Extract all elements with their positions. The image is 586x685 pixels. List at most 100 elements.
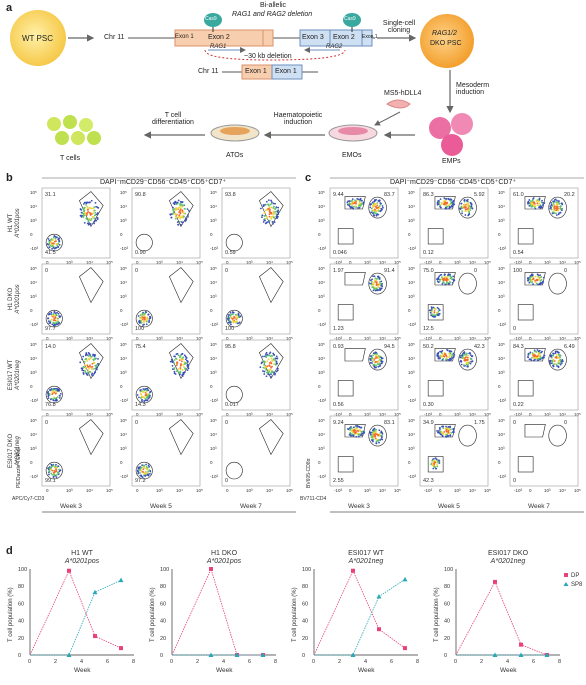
event-dot bbox=[182, 204, 185, 207]
event-dot bbox=[91, 365, 94, 368]
event-dot bbox=[55, 463, 57, 466]
event-dot bbox=[532, 283, 534, 286]
event-dot bbox=[465, 203, 467, 206]
event-dot bbox=[264, 204, 267, 206]
event-dot bbox=[378, 438, 381, 441]
event-dot bbox=[355, 425, 357, 427]
event-dot bbox=[447, 426, 450, 428]
exon2-left: Exon 2 bbox=[208, 34, 230, 41]
event-dot bbox=[432, 467, 435, 470]
x-tick: 10³ bbox=[246, 336, 253, 341]
event-dot bbox=[185, 218, 188, 220]
y-tick: 0 bbox=[18, 653, 21, 659]
gate-value: 99.1 bbox=[45, 478, 56, 484]
event-dot bbox=[277, 211, 280, 214]
event-dot bbox=[459, 356, 462, 359]
event-dot bbox=[538, 202, 541, 205]
event-dot bbox=[88, 219, 90, 221]
event-dot bbox=[91, 368, 93, 370]
event-dot bbox=[470, 360, 473, 363]
dp-gate bbox=[458, 196, 477, 219]
x-tick: 10⁴ bbox=[266, 412, 273, 417]
event-dot bbox=[542, 276, 545, 279]
event-dot bbox=[56, 244, 59, 247]
event-dot bbox=[381, 208, 383, 211]
neg-cloud bbox=[136, 463, 152, 479]
event-dot bbox=[449, 200, 452, 202]
event-dot bbox=[444, 435, 447, 438]
event-dot bbox=[183, 215, 185, 218]
event-dot bbox=[453, 354, 456, 356]
y-tick: 0 bbox=[210, 308, 213, 313]
event-dot bbox=[174, 373, 177, 375]
event-dot bbox=[439, 350, 441, 353]
event-dot bbox=[144, 310, 147, 313]
event-dot bbox=[48, 392, 51, 395]
event-dot bbox=[469, 354, 472, 356]
event-dot bbox=[273, 221, 276, 224]
event-dot bbox=[440, 203, 443, 205]
event-dot bbox=[58, 240, 61, 243]
event-dot bbox=[173, 203, 176, 206]
y-tick: 0 bbox=[30, 384, 33, 389]
y-axis-title: T cell population (%) bbox=[150, 587, 156, 642]
event-dot bbox=[431, 310, 433, 313]
dp-point bbox=[403, 646, 407, 651]
event-dot bbox=[142, 388, 145, 390]
event-dot bbox=[175, 357, 178, 360]
event-dot bbox=[436, 464, 438, 466]
row-label-allele: A*0201pos bbox=[15, 284, 21, 314]
event-dot bbox=[445, 202, 448, 205]
event-dot bbox=[140, 321, 143, 324]
event-dot bbox=[138, 322, 141, 324]
event-dot bbox=[173, 208, 176, 210]
event-dot bbox=[92, 353, 94, 356]
dp-cloud bbox=[260, 199, 280, 225]
event-dot bbox=[428, 309, 431, 312]
x-tick: 10⁴ bbox=[379, 260, 386, 265]
event-dot bbox=[51, 473, 54, 476]
event-dot bbox=[443, 355, 446, 358]
event-dot bbox=[90, 199, 93, 202]
y-tick: -10³ bbox=[210, 246, 219, 251]
event-dot bbox=[445, 425, 447, 428]
x-tick: 4 bbox=[80, 659, 83, 665]
y-tick: 10⁴ bbox=[318, 280, 325, 285]
x-tick: 10⁴ bbox=[176, 336, 183, 341]
event-dot bbox=[268, 370, 271, 373]
event-dot bbox=[275, 215, 278, 218]
event-dot bbox=[553, 205, 556, 208]
event-dot bbox=[431, 459, 434, 462]
event-dot bbox=[532, 354, 535, 357]
panel-b-label: b bbox=[6, 172, 13, 184]
x-tick: 10⁵ bbox=[484, 336, 491, 341]
event-dot bbox=[141, 396, 144, 398]
event-dot bbox=[437, 355, 440, 358]
event-dot bbox=[381, 362, 383, 364]
event-dot bbox=[84, 212, 86, 215]
event-dot bbox=[52, 236, 55, 239]
y-tick: 0 bbox=[444, 653, 447, 659]
event-dot bbox=[56, 236, 58, 239]
event-dot bbox=[375, 282, 378, 285]
event-dot bbox=[54, 317, 57, 319]
y-tick: 0 bbox=[498, 308, 501, 313]
plot-frame bbox=[131, 339, 201, 411]
dp-point bbox=[119, 646, 123, 651]
tcr-gate bbox=[79, 191, 104, 228]
x-tick: -10³ bbox=[334, 260, 343, 265]
event-dot bbox=[55, 246, 58, 249]
event-dot bbox=[54, 247, 56, 250]
y-tick: 10⁵ bbox=[30, 342, 37, 347]
event-dot bbox=[379, 282, 382, 285]
event-dot bbox=[380, 431, 383, 434]
panel-a-diagram bbox=[47, 13, 473, 156]
event-dot bbox=[179, 204, 181, 206]
y-tick: 0 bbox=[318, 232, 321, 237]
event-dot bbox=[535, 351, 538, 353]
event-dot bbox=[380, 288, 382, 290]
sp8-cloud bbox=[436, 348, 456, 362]
x-tick: 6 bbox=[106, 659, 109, 665]
